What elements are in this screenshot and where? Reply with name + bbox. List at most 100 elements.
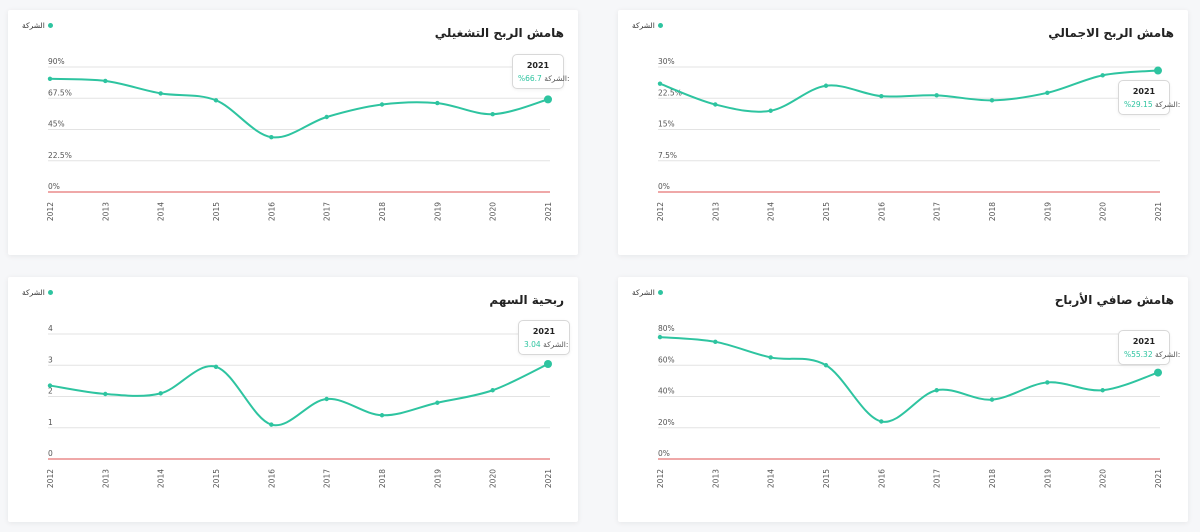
data-point[interactable]	[989, 397, 995, 402]
y-tick-label: 22.5%	[658, 88, 682, 97]
highlighted-data-point[interactable]	[1154, 368, 1162, 377]
data-point[interactable]	[823, 363, 829, 368]
y-tick-label: 30%	[658, 57, 675, 66]
legend-item[interactable]: الشركة	[632, 21, 663, 30]
eps-chart[interactable]: 0 1 2 3 4 2012 2013 2014 2015 2016 2017 2018 2019 202…	[8, 277, 578, 522]
y-tick-label: 1	[48, 418, 53, 427]
tooltip-value: 3.04	[524, 340, 541, 349]
gross-margin-chart[interactable]: 0% 7.5% 15% 22.5% 30% 2012 2013 2014 2015 2016 201…	[618, 10, 1188, 255]
legend-item[interactable]: الشركة	[22, 21, 53, 30]
y-tick-label: 40%	[658, 387, 675, 396]
net-margin-chart[interactable]: 0% 20% 40% 60% 80% 2012 2013 2014 2015 2016 2017 20…	[618, 277, 1188, 522]
x-tick-label: 2012	[656, 202, 665, 221]
chart-tooltip: 2021 %55.32 الشركة:	[1118, 330, 1180, 365]
data-point[interactable]	[379, 413, 385, 418]
tooltip-label: الشركة:	[1155, 100, 1181, 109]
x-tick-label: 2021	[1154, 469, 1163, 488]
data-point[interactable]	[713, 339, 718, 345]
x-tick-label: 2020	[489, 202, 498, 221]
x-tick-label: 2021	[1154, 202, 1163, 221]
x-tick-label: 2018	[988, 202, 997, 221]
data-point[interactable]	[879, 93, 884, 99]
highlighted-data-point[interactable]	[544, 360, 552, 368]
tooltip-label: الشركة:	[543, 340, 569, 349]
x-tick-label: 2017	[933, 469, 942, 488]
series-line	[49, 363, 549, 427]
data-point[interactable]	[1100, 388, 1105, 393]
data-point[interactable]	[490, 112, 495, 117]
legend-label: الشركة	[22, 288, 45, 297]
net-margin-card: هامش صافي الأرباح الشركة 0% 20% 40% 60% 80% 2…	[618, 277, 1188, 522]
data-point[interactable]	[989, 98, 995, 103]
data-point[interactable]	[934, 388, 939, 393]
x-tick-label: 2017	[933, 202, 942, 221]
data-point[interactable]	[435, 100, 440, 106]
x-tick-label: 2014	[157, 202, 166, 221]
tooltip-year: 2021	[1132, 337, 1156, 346]
legend-item[interactable]: الشركة	[22, 288, 53, 297]
x-tick-label: 2020	[1099, 202, 1108, 221]
y-tick-label: 0%	[48, 182, 60, 191]
data-point[interactable]	[823, 83, 829, 88]
data-point[interactable]	[768, 108, 773, 113]
chart-tooltip: 2021 3.04 الشركة:	[518, 320, 570, 355]
x-tick-label: 2013	[711, 202, 720, 221]
data-point[interactable]	[1045, 90, 1050, 96]
series-line	[659, 336, 1159, 423]
chart-tooltip: 2021 %29.15 الشركة:	[1118, 80, 1180, 115]
data-point[interactable]	[1045, 380, 1050, 385]
data-point[interactable]	[158, 391, 163, 396]
x-tick-label: 2019	[433, 202, 442, 221]
data-point[interactable]	[934, 93, 939, 98]
data-point[interactable]	[657, 334, 663, 340]
data-point[interactable]	[324, 396, 329, 402]
x-tick-label: 2016	[877, 202, 886, 221]
data-point[interactable]	[47, 383, 53, 388]
data-point[interactable]	[269, 422, 274, 427]
x-tick-label: 2015	[212, 469, 221, 488]
y-tick-label: 4	[48, 324, 53, 333]
tooltip-label: الشركة:	[1155, 350, 1181, 359]
tooltip-value: %55.32	[1124, 350, 1153, 359]
x-tick-label: 2019	[433, 469, 442, 488]
data-point[interactable]	[47, 76, 53, 82]
eps-card: ربحية السهم الشركة 0 1 2 3 4 2012 2013 2014 2015…	[8, 277, 578, 522]
data-point[interactable]	[1100, 73, 1105, 78]
data-point[interactable]	[103, 391, 108, 397]
data-point[interactable]	[379, 102, 385, 107]
data-point[interactable]	[713, 102, 718, 107]
data-point[interactable]	[490, 388, 495, 393]
highlighted-data-point[interactable]	[544, 95, 552, 104]
y-tick-label: 3	[48, 355, 53, 364]
data-point[interactable]	[213, 364, 219, 370]
data-point[interactable]	[103, 78, 108, 84]
data-point[interactable]	[768, 355, 773, 360]
legend-item[interactable]: الشركة	[632, 288, 663, 297]
highlighted-data-point[interactable]	[1154, 66, 1162, 75]
y-tick-label: 45%	[48, 120, 65, 129]
y-tick-label: 7.5%	[658, 151, 677, 160]
data-point[interactable]	[435, 400, 440, 405]
y-tick-label: 22.5%	[48, 151, 72, 160]
x-tick-label: 2014	[767, 202, 776, 221]
x-tick-label: 2021	[544, 202, 553, 221]
data-point[interactable]	[213, 98, 219, 103]
data-point[interactable]	[158, 91, 163, 96]
x-tick-label: 2018	[378, 202, 387, 221]
tooltip-value: %29.15	[1124, 100, 1153, 109]
y-tick-label: 2	[48, 387, 53, 396]
x-tick-label: 2014	[767, 469, 776, 488]
x-tick-label: 2013	[101, 202, 110, 221]
operating-margin-chart[interactable]: 0% 22.5% 45% 67.5% 90% 2012 2013 2014 2015 2016 20…	[8, 10, 578, 255]
legend-label: الشركة	[22, 21, 45, 30]
data-point[interactable]	[324, 114, 329, 120]
data-point[interactable]	[269, 134, 274, 140]
x-tick-label: 2016	[877, 469, 886, 488]
data-point[interactable]	[879, 419, 884, 424]
x-tick-label: 2018	[988, 469, 997, 488]
chart-title: هامش الربح التشغيلي	[434, 26, 564, 40]
y-tick-label: 20%	[658, 418, 675, 427]
x-tick-label: 2013	[711, 469, 720, 488]
data-point[interactable]	[657, 81, 663, 86]
x-tick-label: 2012	[656, 469, 665, 488]
